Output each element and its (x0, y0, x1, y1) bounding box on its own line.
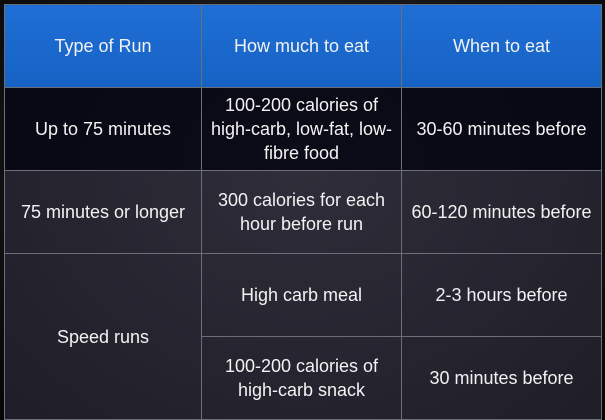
table-header-row: Type of Run How much to eat When to eat (4, 4, 602, 88)
header-type-of-run: Type of Run (4, 4, 202, 88)
run-type-cell: Speed runs (4, 253, 202, 420)
timing-cell: 30-60 minutes before (401, 87, 602, 171)
header-when-to-eat: When to eat (401, 4, 602, 88)
run-type-cell: Up to 75 minutes (4, 87, 202, 171)
header-how-much-to-eat: How much to eat (201, 4, 402, 88)
table-row: 75 minutes or longer 300 calories for ea… (4, 170, 602, 254)
amount-cell: 100-200 calories of high-carb, low-fat, … (201, 87, 402, 171)
timing-cell: 30 minutes before (401, 336, 602, 420)
timing-cell: 60-120 minutes before (401, 170, 602, 254)
amount-cell: 300 calories for each hour before run (201, 170, 402, 254)
table-row: 100-200 calories of high-carb snack 30 m… (5, 336, 602, 420)
timing-cell: 2-3 hours before (401, 253, 602, 337)
amount-cell: 100-200 calories of high-carb snack (201, 336, 402, 420)
run-nutrition-table: Type of Run How much to eat When to eat … (4, 4, 602, 420)
table-row: Speed runs High carb meal 2-3 hours befo… (4, 253, 602, 420)
amount-cell: High carb meal (201, 253, 402, 337)
run-type-cell: 75 minutes or longer (4, 170, 202, 254)
table-row: Up to 75 minutes 100-200 calories of hig… (4, 87, 602, 171)
